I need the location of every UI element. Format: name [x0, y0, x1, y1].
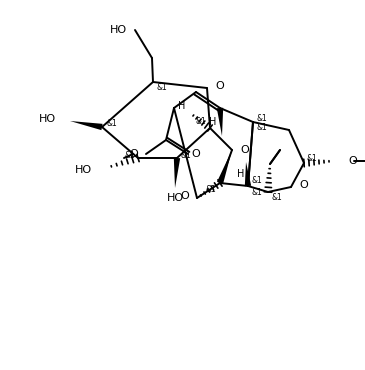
- Text: HO: HO: [166, 193, 184, 203]
- Polygon shape: [70, 121, 103, 130]
- Text: HO: HO: [75, 165, 92, 175]
- Text: &1: &1: [252, 175, 263, 185]
- Text: &1: &1: [195, 117, 206, 125]
- Text: &1: &1: [205, 185, 216, 194]
- Text: O: O: [215, 81, 224, 91]
- Text: &1: &1: [257, 122, 268, 131]
- Text: HO: HO: [39, 114, 56, 124]
- Text: &1: &1: [272, 192, 283, 202]
- Text: &1: &1: [124, 151, 135, 159]
- Text: &1: &1: [181, 151, 192, 159]
- Text: O: O: [240, 145, 249, 155]
- Text: &1: &1: [157, 83, 168, 91]
- Text: &1: &1: [106, 118, 117, 128]
- Text: &1: &1: [257, 114, 268, 122]
- Text: O: O: [348, 156, 357, 166]
- Text: O: O: [180, 191, 189, 201]
- Polygon shape: [245, 162, 251, 186]
- Text: H: H: [178, 101, 185, 111]
- Text: O: O: [299, 180, 308, 190]
- Text: O: O: [192, 149, 200, 159]
- Text: H: H: [237, 169, 244, 179]
- Polygon shape: [174, 158, 180, 188]
- Text: &1: &1: [252, 188, 263, 196]
- Text: HO: HO: [110, 25, 127, 35]
- Polygon shape: [217, 150, 232, 184]
- Polygon shape: [217, 108, 223, 136]
- Text: O: O: [129, 149, 138, 159]
- Text: &1: &1: [307, 154, 318, 162]
- Text: H: H: [209, 117, 216, 127]
